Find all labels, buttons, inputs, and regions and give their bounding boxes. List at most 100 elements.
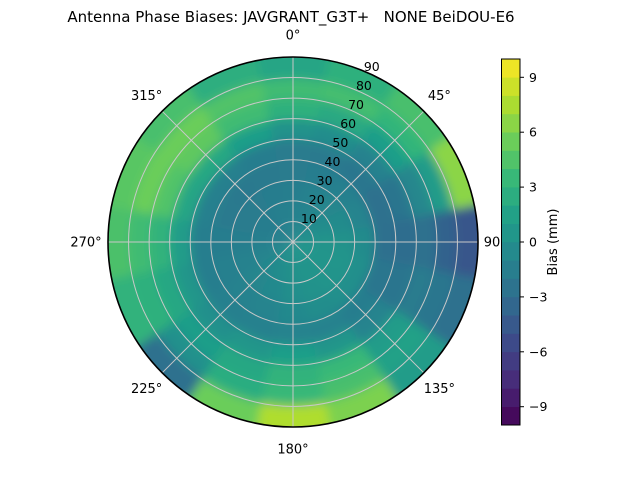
colorbar-band <box>502 113 520 133</box>
heatmap-cell <box>251 218 277 239</box>
heatmap-cell <box>269 258 290 284</box>
colorbar-band <box>502 406 520 426</box>
heatmap-cell <box>280 220 293 242</box>
polar-gridlines <box>107 56 479 428</box>
angular-tick-labels: 0° 45° 90 135° 180° 225° 270° 315° <box>70 29 500 458</box>
heatmap-cell <box>309 245 335 266</box>
heatmap-cell <box>251 245 277 266</box>
radial-tick-label: 70 <box>348 97 364 112</box>
colorbar-band <box>502 388 520 407</box>
heatmap-cell <box>177 377 262 427</box>
colorbar-band <box>502 296 520 316</box>
heatmap-cell <box>296 200 317 226</box>
heatmap-cell <box>411 149 456 215</box>
heatmap-cell <box>212 343 270 385</box>
colorbar-band <box>502 314 520 334</box>
heatmap-cell <box>308 309 351 344</box>
colorbar-band <box>502 333 520 353</box>
heatmap-cell <box>316 99 374 141</box>
heatmap-cell <box>360 257 395 300</box>
heatmap-cell <box>223 326 274 365</box>
heatmap-cell <box>312 326 363 365</box>
heatmap-cell <box>320 360 386 405</box>
angular-tick-label: 225° <box>131 382 162 397</box>
colorbar-band <box>502 77 520 96</box>
angular-tick-label: 270° <box>70 236 101 251</box>
colorbar-band <box>502 369 520 389</box>
heatmap-cell <box>271 229 293 242</box>
heatmap-cell <box>177 57 262 107</box>
heatmap-cell <box>200 79 266 124</box>
colorbar <box>502 58 520 426</box>
angular-tick-label: 0° <box>286 29 301 44</box>
radial-tick-label: 20 <box>309 192 325 207</box>
heatmap-cell <box>309 218 335 239</box>
colorbar-band <box>502 260 520 279</box>
heatmap-cell <box>150 161 192 219</box>
angular-gridline <box>292 110 425 243</box>
colorbar-band <box>502 168 520 188</box>
colorbar-band <box>502 58 520 78</box>
radial-tick-labels: 10 20 30 40 50 60 70 80 90 <box>301 59 380 226</box>
heatmap-cell <box>293 229 315 242</box>
colorbar-tick-label: 9 <box>529 70 537 85</box>
heatmap-cell <box>280 242 293 264</box>
heatmap-cell <box>212 99 270 141</box>
colorbar-band <box>502 241 520 261</box>
radial-tick-label: 90 <box>364 59 380 74</box>
heatmap-cell <box>271 242 293 255</box>
angular-gridline <box>292 241 425 374</box>
heatmap-cell <box>377 172 416 223</box>
heatmap-cell <box>324 57 409 107</box>
colorbar-band <box>502 131 520 151</box>
heatmap-cell <box>130 269 175 335</box>
colorbar-band <box>502 205 520 224</box>
colorbar-band <box>502 223 520 243</box>
radial-tick-label: 60 <box>340 116 356 131</box>
heatmap-cell <box>428 273 478 358</box>
heatmap-cell <box>235 140 278 175</box>
heatmap-cell <box>411 269 456 335</box>
angular-tick-label: 90 <box>484 236 501 251</box>
heatmap-cell <box>191 184 226 227</box>
colorbar-tick-label: 6 <box>529 125 537 140</box>
colorbar-ticks: 9 6 3 0 −3 −6 −9 <box>520 70 547 414</box>
heatmap-cell <box>312 119 363 158</box>
heatmap-cell <box>150 265 192 323</box>
chart-title: Antenna Phase Biases: JAVGRANT_G3T+ NONE… <box>67 8 514 27</box>
radial-tick-label: 80 <box>356 78 372 93</box>
heatmap-cell <box>170 261 209 312</box>
heatmap-cell <box>394 161 436 219</box>
heatmap-cell <box>296 258 317 284</box>
heatmap-cell <box>235 309 278 344</box>
heatmap-cell <box>108 126 158 211</box>
heatmap-cell <box>324 377 409 427</box>
heatmap-cell <box>269 200 290 226</box>
angular-gridline <box>161 110 294 243</box>
colorbar-band <box>502 278 520 298</box>
colorbar-band <box>502 186 520 206</box>
heatmap-cell <box>293 220 306 242</box>
heatmap-cell <box>293 242 306 264</box>
angular-tick-label: 135° <box>424 382 455 397</box>
angular-tick-label: 45° <box>428 89 451 104</box>
heatmap-cell <box>293 242 315 255</box>
heatmap-cell <box>320 79 386 124</box>
angular-tick-label: 315° <box>131 89 162 104</box>
heatmap-cell <box>223 119 274 158</box>
heatmap-cell <box>360 184 395 227</box>
heatmap-cell <box>191 257 226 300</box>
heatmap-cell <box>170 172 209 223</box>
heatmap-cell <box>308 140 351 175</box>
polar-outline <box>107 56 479 428</box>
radial-tick-label: 50 <box>332 135 348 150</box>
angular-gridline <box>161 241 294 374</box>
colorbar-band <box>502 351 520 371</box>
heatmap-cell <box>394 265 436 323</box>
colorbar-tick-label: 3 <box>529 180 537 195</box>
colorbar-tick-label: −6 <box>529 344 547 359</box>
heatmap-cell <box>108 273 158 358</box>
heatmap-cell <box>130 149 175 215</box>
colorbar-tick-label: −3 <box>529 289 547 304</box>
